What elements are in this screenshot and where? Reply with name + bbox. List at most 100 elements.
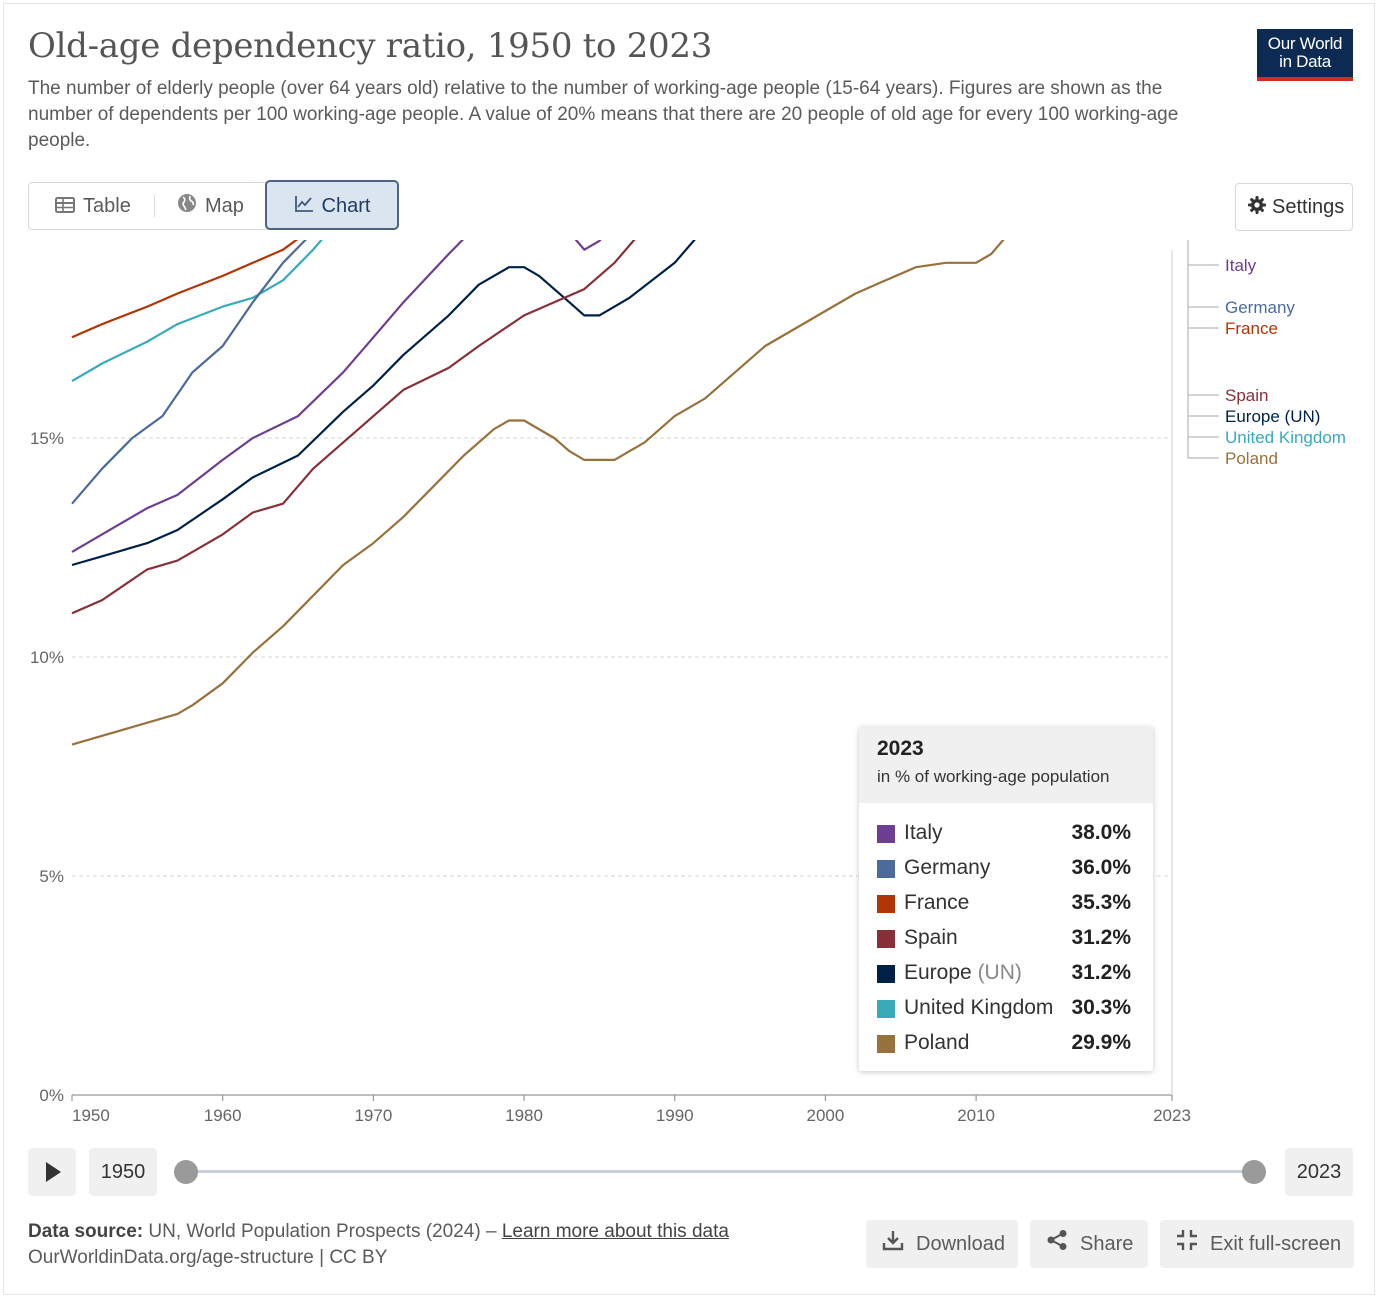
series-end-label: Germany (1225, 298, 1295, 317)
x-axis: 1950 1960 1970 1980 1990 2000 2010 2023 (71, 250, 1191, 1125)
series-end-label: France (1225, 319, 1278, 338)
x-tick-label: 2023 (1153, 1106, 1191, 1125)
label-leader (1187, 240, 1219, 438)
tab-table[interactable]: Table (55, 183, 131, 229)
tooltip-series-qualifier: (UN) (977, 961, 1022, 984)
series-line (71, 240, 696, 567)
figure-frame (3, 3, 1375, 1295)
tooltip-row: Poland 29.9% (877, 1029, 1133, 1059)
tooltip-value: 30.3% (1071, 996, 1131, 1019)
share-label: Share (1080, 1233, 1134, 1255)
play-icon (46, 1162, 61, 1182)
exit-fullscreen-icon (1176, 1221, 1198, 1269)
series-end-label: Italy (1225, 256, 1257, 275)
tooltip-row: Italy 38.0% (877, 819, 1133, 849)
tab-chart[interactable]: Chart (265, 180, 399, 230)
label-leader (1187, 240, 1219, 266)
gridlines (72, 437, 1172, 877)
tooltip-value: 31.2% (1071, 926, 1131, 949)
tooltip-series-name-text: Germany (904, 856, 991, 879)
tooltip-swatch (877, 1000, 895, 1018)
owid-logo[interactable]: Our World in Data (1257, 29, 1353, 81)
settings-button[interactable]: Settings (1235, 183, 1353, 231)
tab-chart-label: Chart (321, 195, 371, 217)
series-end-label: Europe (UN) (1225, 407, 1320, 426)
series-line (71, 240, 307, 505)
line-chart: 0%5%10%15%20%25%30%35% 19501960197019801… (30, 240, 1346, 1125)
tooltip-header: 2023 in % of working-age population (859, 727, 1153, 803)
label-leader (1187, 240, 1219, 417)
chart-subtitle: The number of elderly people (over 64 ye… (28, 78, 1179, 151)
tooltip-value: 38.0% (1071, 821, 1131, 844)
line-chart-icon (294, 183, 314, 231)
tooltip-swatch (877, 860, 895, 878)
y-tick-label: 10% (30, 648, 64, 667)
logo-line-1: Our World (1267, 34, 1343, 53)
timeline-start-year[interactable]: 1950 (89, 1148, 157, 1196)
download-button[interactable]: Download (866, 1220, 1018, 1268)
label-leader (1187, 240, 1219, 308)
timeline-end-handle[interactable] (1242, 1160, 1266, 1184)
gear-icon (1248, 185, 1266, 231)
logo-line-2: in Data (1279, 52, 1331, 71)
y-tick-label: 0% (39, 1086, 64, 1105)
tooltip-row: France 35.3% (877, 889, 1133, 919)
tab-map[interactable]: Map (177, 183, 244, 229)
tooltip-value: 31.2% (1071, 961, 1131, 984)
view-tabs: Table Map Chart (28, 180, 399, 230)
tooltip-unit: in % of working-age population (877, 767, 1110, 786)
label-leader (1187, 240, 1219, 329)
settings-label: Settings (1272, 196, 1345, 218)
tooltip-series-name: France (904, 891, 969, 915)
x-tick-label: 1990 (656, 1106, 694, 1125)
learn-more-link[interactable]: Learn more about this data (501, 1221, 729, 1242)
tooltip-swatch (877, 930, 895, 948)
tooltip-row: Spain 31.2% (877, 924, 1133, 954)
exit-fullscreen-button[interactable]: Exit full-screen (1160, 1220, 1354, 1268)
x-tick-label: 1970 (354, 1106, 392, 1125)
tab-table-label: Table (83, 195, 131, 217)
timeline-end-year[interactable]: 2023 (1285, 1148, 1353, 1196)
end-labels[interactable]: Italy Germany France Spain Europe (UN) United… (1180, 240, 1346, 468)
series-line (71, 240, 299, 339)
tooltip-series-name-text: United Kingdom (904, 996, 1054, 1019)
label-leader (1187, 240, 1219, 396)
tooltip-swatch (877, 1035, 895, 1053)
series-end-label: United Kingdom (1225, 428, 1346, 447)
timeline-track[interactable] (186, 1170, 1254, 1173)
tooltip-series-name-text: Spain (904, 926, 958, 949)
chart-title: Old-age dependency ratio, 1950 to 2023 (28, 26, 713, 66)
tooltip-row: Europe (UN) 31.2% (877, 959, 1133, 989)
timeline-start-handle[interactable] (174, 1160, 198, 1184)
download-icon (882, 1221, 904, 1269)
tooltip-swatch (877, 825, 895, 843)
tooltip-series-name-text: Europe (904, 961, 978, 984)
y-tick-label: 15% (30, 429, 64, 448)
x-tick-label: 1980 (505, 1106, 543, 1125)
exit-fullscreen-label: Exit full-screen (1210, 1233, 1342, 1255)
tooltip-series-name: Spain (904, 926, 958, 950)
source-label: Data source: (28, 1221, 144, 1242)
tooltip-value: 29.9% (1071, 1031, 1131, 1054)
tooltip-series-name: Germany (904, 856, 990, 880)
hover-tooltip: 2023 in % of working-age population Ital… (859, 727, 1153, 1071)
tooltip-series-name-text: Italy (904, 821, 943, 844)
download-label: Download (916, 1233, 1005, 1255)
tooltip-series-name: Italy (904, 821, 943, 845)
tab-divider (154, 195, 155, 217)
label-leader (1187, 240, 1219, 459)
series-line (71, 240, 602, 553)
tooltip-row: Germany 36.0% (877, 854, 1133, 884)
series-lines[interactable] (71, 240, 1178, 746)
tooltip-swatch (877, 895, 895, 913)
tooltip-year: 2023 (877, 737, 924, 760)
table-icon (55, 184, 75, 230)
play-button[interactable] (28, 1148, 76, 1196)
share-button[interactable]: Share (1030, 1220, 1148, 1268)
series-line (71, 240, 636, 615)
series-line (71, 240, 1005, 746)
source-url[interactable]: OurWorldinData.org/age-structure | CC BY (28, 1247, 388, 1268)
x-tick-label: 2010 (957, 1106, 995, 1125)
tooltip-value: 35.3% (1071, 891, 1131, 914)
tab-map-label: Map (205, 195, 244, 217)
